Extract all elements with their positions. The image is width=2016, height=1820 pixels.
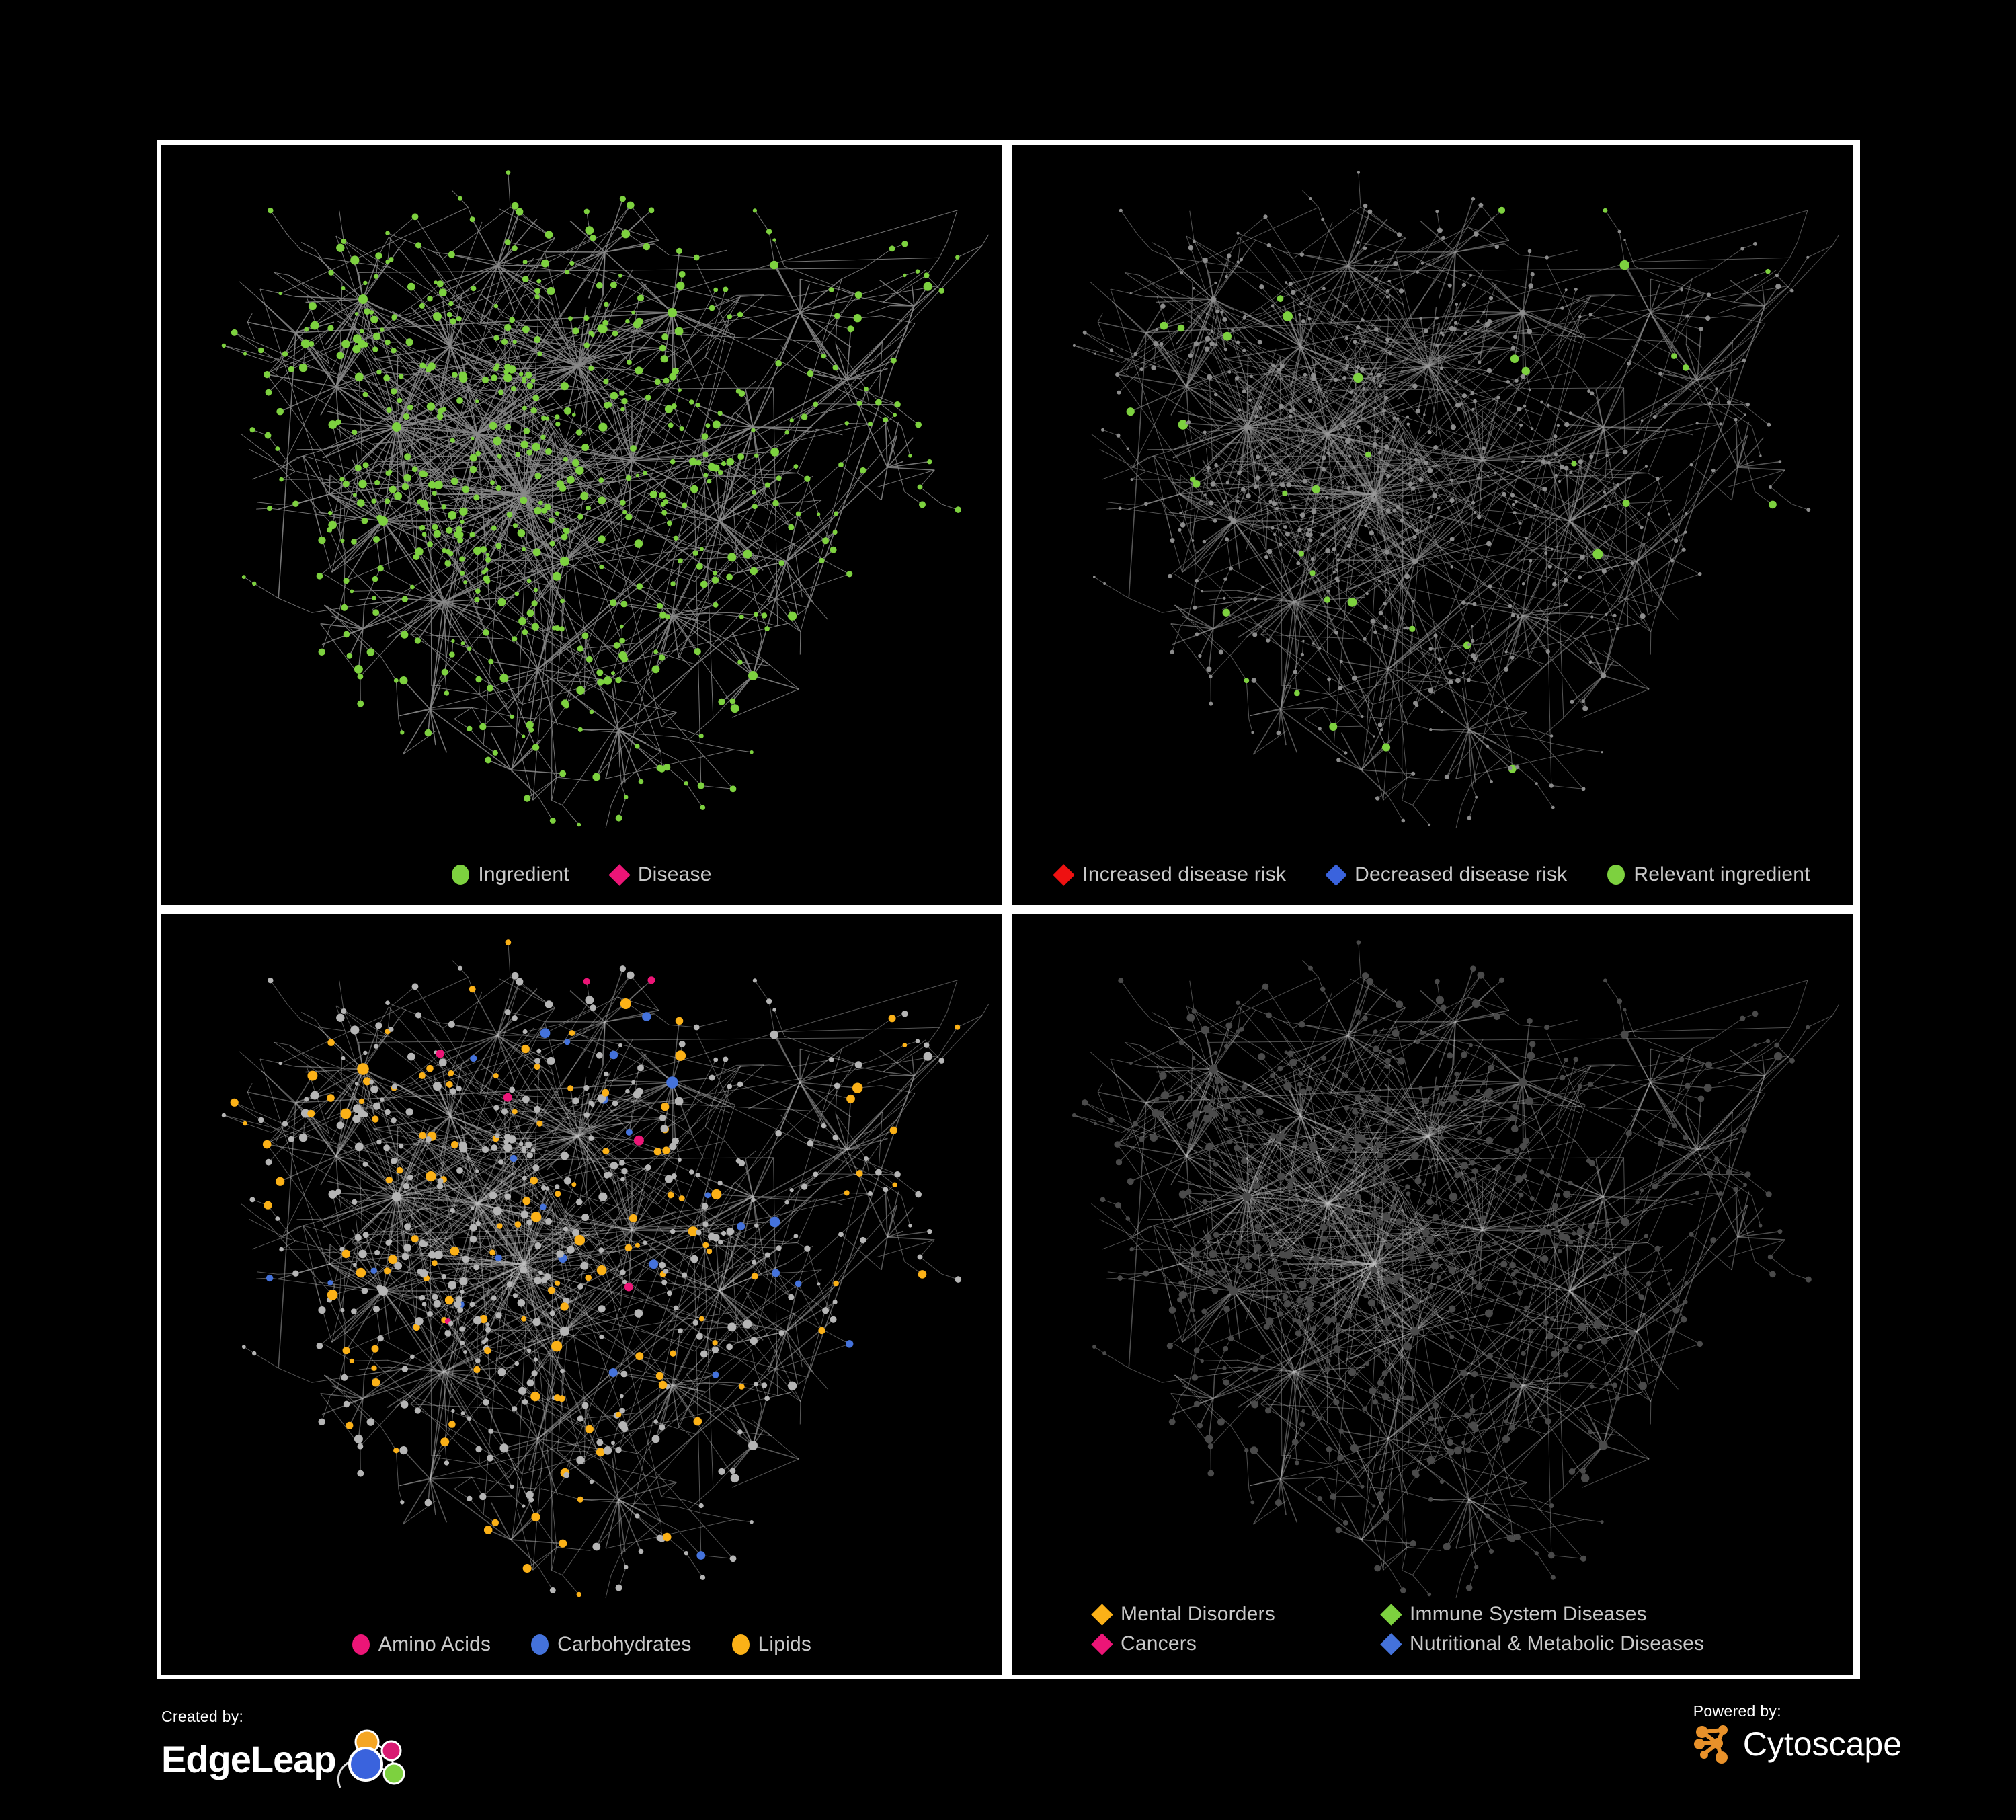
edgeleap-graph-icon [337,1729,405,1788]
network-graph-disease-risk [1072,145,1840,828]
cytoscape-logo-row: Cytoscape [1693,1723,1902,1765]
created-by-label: Created by: [161,1708,244,1725]
cytoscape-wordmark: Cytoscape [1742,1725,1902,1763]
edgeleap-wordmark: EdgeLeap [161,1738,337,1780]
panel-ingredient-class[interactable]: Amino Acids Carbohydrates Lipids [157,910,1007,1679]
network-canvas-4[interactable] [1012,914,1853,1675]
panel-ingredient-disease[interactable]: Ingredient Disease [157,140,1007,910]
network-graph-ingredient-disease [221,145,990,828]
cytoscape-branding[interactable]: Powered by: Cytoscape [1693,1702,1902,1765]
network-graph-disease-class [1072,914,1840,1598]
panel-disease-class[interactable]: Mental Disorders Immune System Diseases … [1007,910,1857,1679]
network-graph-ingredient-class [221,914,990,1598]
panel-disease-risk[interactable]: Increased disease risk Decreased disease… [1007,140,1857,910]
cytoscape-network-icon [1693,1725,1728,1764]
network-canvas-2[interactable] [1012,145,1853,905]
panel-grid: Ingredient Disease Increased disease ris… [157,140,1860,1679]
network-canvas-3[interactable] [161,914,1002,1675]
edgeleap-logo-row: EdgeLeap [161,1729,415,1790]
network-canvas-1[interactable] [161,145,1002,905]
edgeleap-branding[interactable]: Created by: EdgeLeap [161,1708,415,1790]
powered-by-label: Powered by: [1693,1702,1781,1720]
